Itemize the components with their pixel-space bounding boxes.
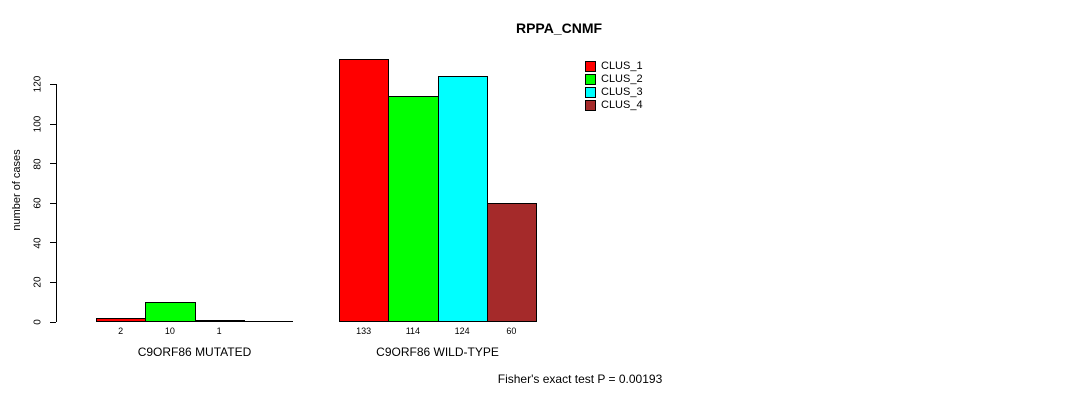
bar-clus_3-group1 bbox=[194, 320, 245, 322]
y-tick-mark bbox=[50, 202, 56, 204]
bar-clus_2-group1 bbox=[145, 302, 196, 322]
legend-swatch-clus_3 bbox=[585, 87, 596, 98]
bar-clus_4-group2 bbox=[486, 203, 537, 322]
y-tick-label: 0 bbox=[32, 319, 44, 325]
bar-clus_1-group2 bbox=[339, 59, 390, 322]
bar-value-label: 133 bbox=[356, 326, 372, 336]
y-tick-label: 100 bbox=[32, 115, 44, 133]
legend-swatch-clus_2 bbox=[585, 74, 596, 85]
x-axis-group-label: C9ORF86 WILD-TYPE bbox=[376, 345, 499, 359]
y-tick-label: 20 bbox=[32, 276, 44, 288]
y-tick-label: 80 bbox=[32, 158, 44, 170]
y-tick-mark bbox=[50, 83, 56, 85]
bar-clus_2-group2 bbox=[388, 96, 439, 322]
y-axis-line bbox=[56, 84, 57, 322]
legend-swatch-clus_1 bbox=[585, 61, 596, 72]
y-tick-label: 120 bbox=[32, 76, 44, 93]
legend-swatch-clus_4 bbox=[585, 100, 596, 111]
bar-clus_1-group1 bbox=[96, 318, 147, 322]
chart-title: RPPA_CNMF bbox=[515, 20, 603, 36]
y-tick-mark bbox=[50, 242, 56, 244]
pvalue-annotation: Fisher's exact test P = 0.00193 bbox=[497, 372, 663, 386]
y-tick-mark bbox=[50, 163, 56, 165]
y-tick-label: 60 bbox=[32, 197, 44, 209]
bar-value-label: 2 bbox=[118, 326, 124, 336]
bar-value-label: 1 bbox=[216, 326, 222, 336]
legend-label-clus_4: CLUS_4 bbox=[601, 99, 643, 111]
bar-value-label: 60 bbox=[506, 326, 517, 336]
y-tick-mark bbox=[50, 321, 56, 323]
y-tick-mark bbox=[50, 123, 56, 125]
bar-value-label: 114 bbox=[405, 326, 421, 336]
bar-value-label: 124 bbox=[454, 326, 470, 336]
x-axis-group-label: C9ORF86 MUTATED bbox=[137, 345, 252, 359]
y-axis-title: number of cases bbox=[11, 149, 23, 231]
bar-value-label: 10 bbox=[164, 326, 175, 336]
legend-label-clus_2: CLUS_2 bbox=[601, 73, 643, 85]
legend-label-clus_1: CLUS_1 bbox=[601, 60, 643, 72]
bar-clus_3-group2 bbox=[437, 76, 488, 322]
y-tick-mark bbox=[50, 281, 56, 283]
y-tick-label: 40 bbox=[32, 237, 44, 249]
legend-label-clus_3: CLUS_3 bbox=[601, 86, 643, 98]
